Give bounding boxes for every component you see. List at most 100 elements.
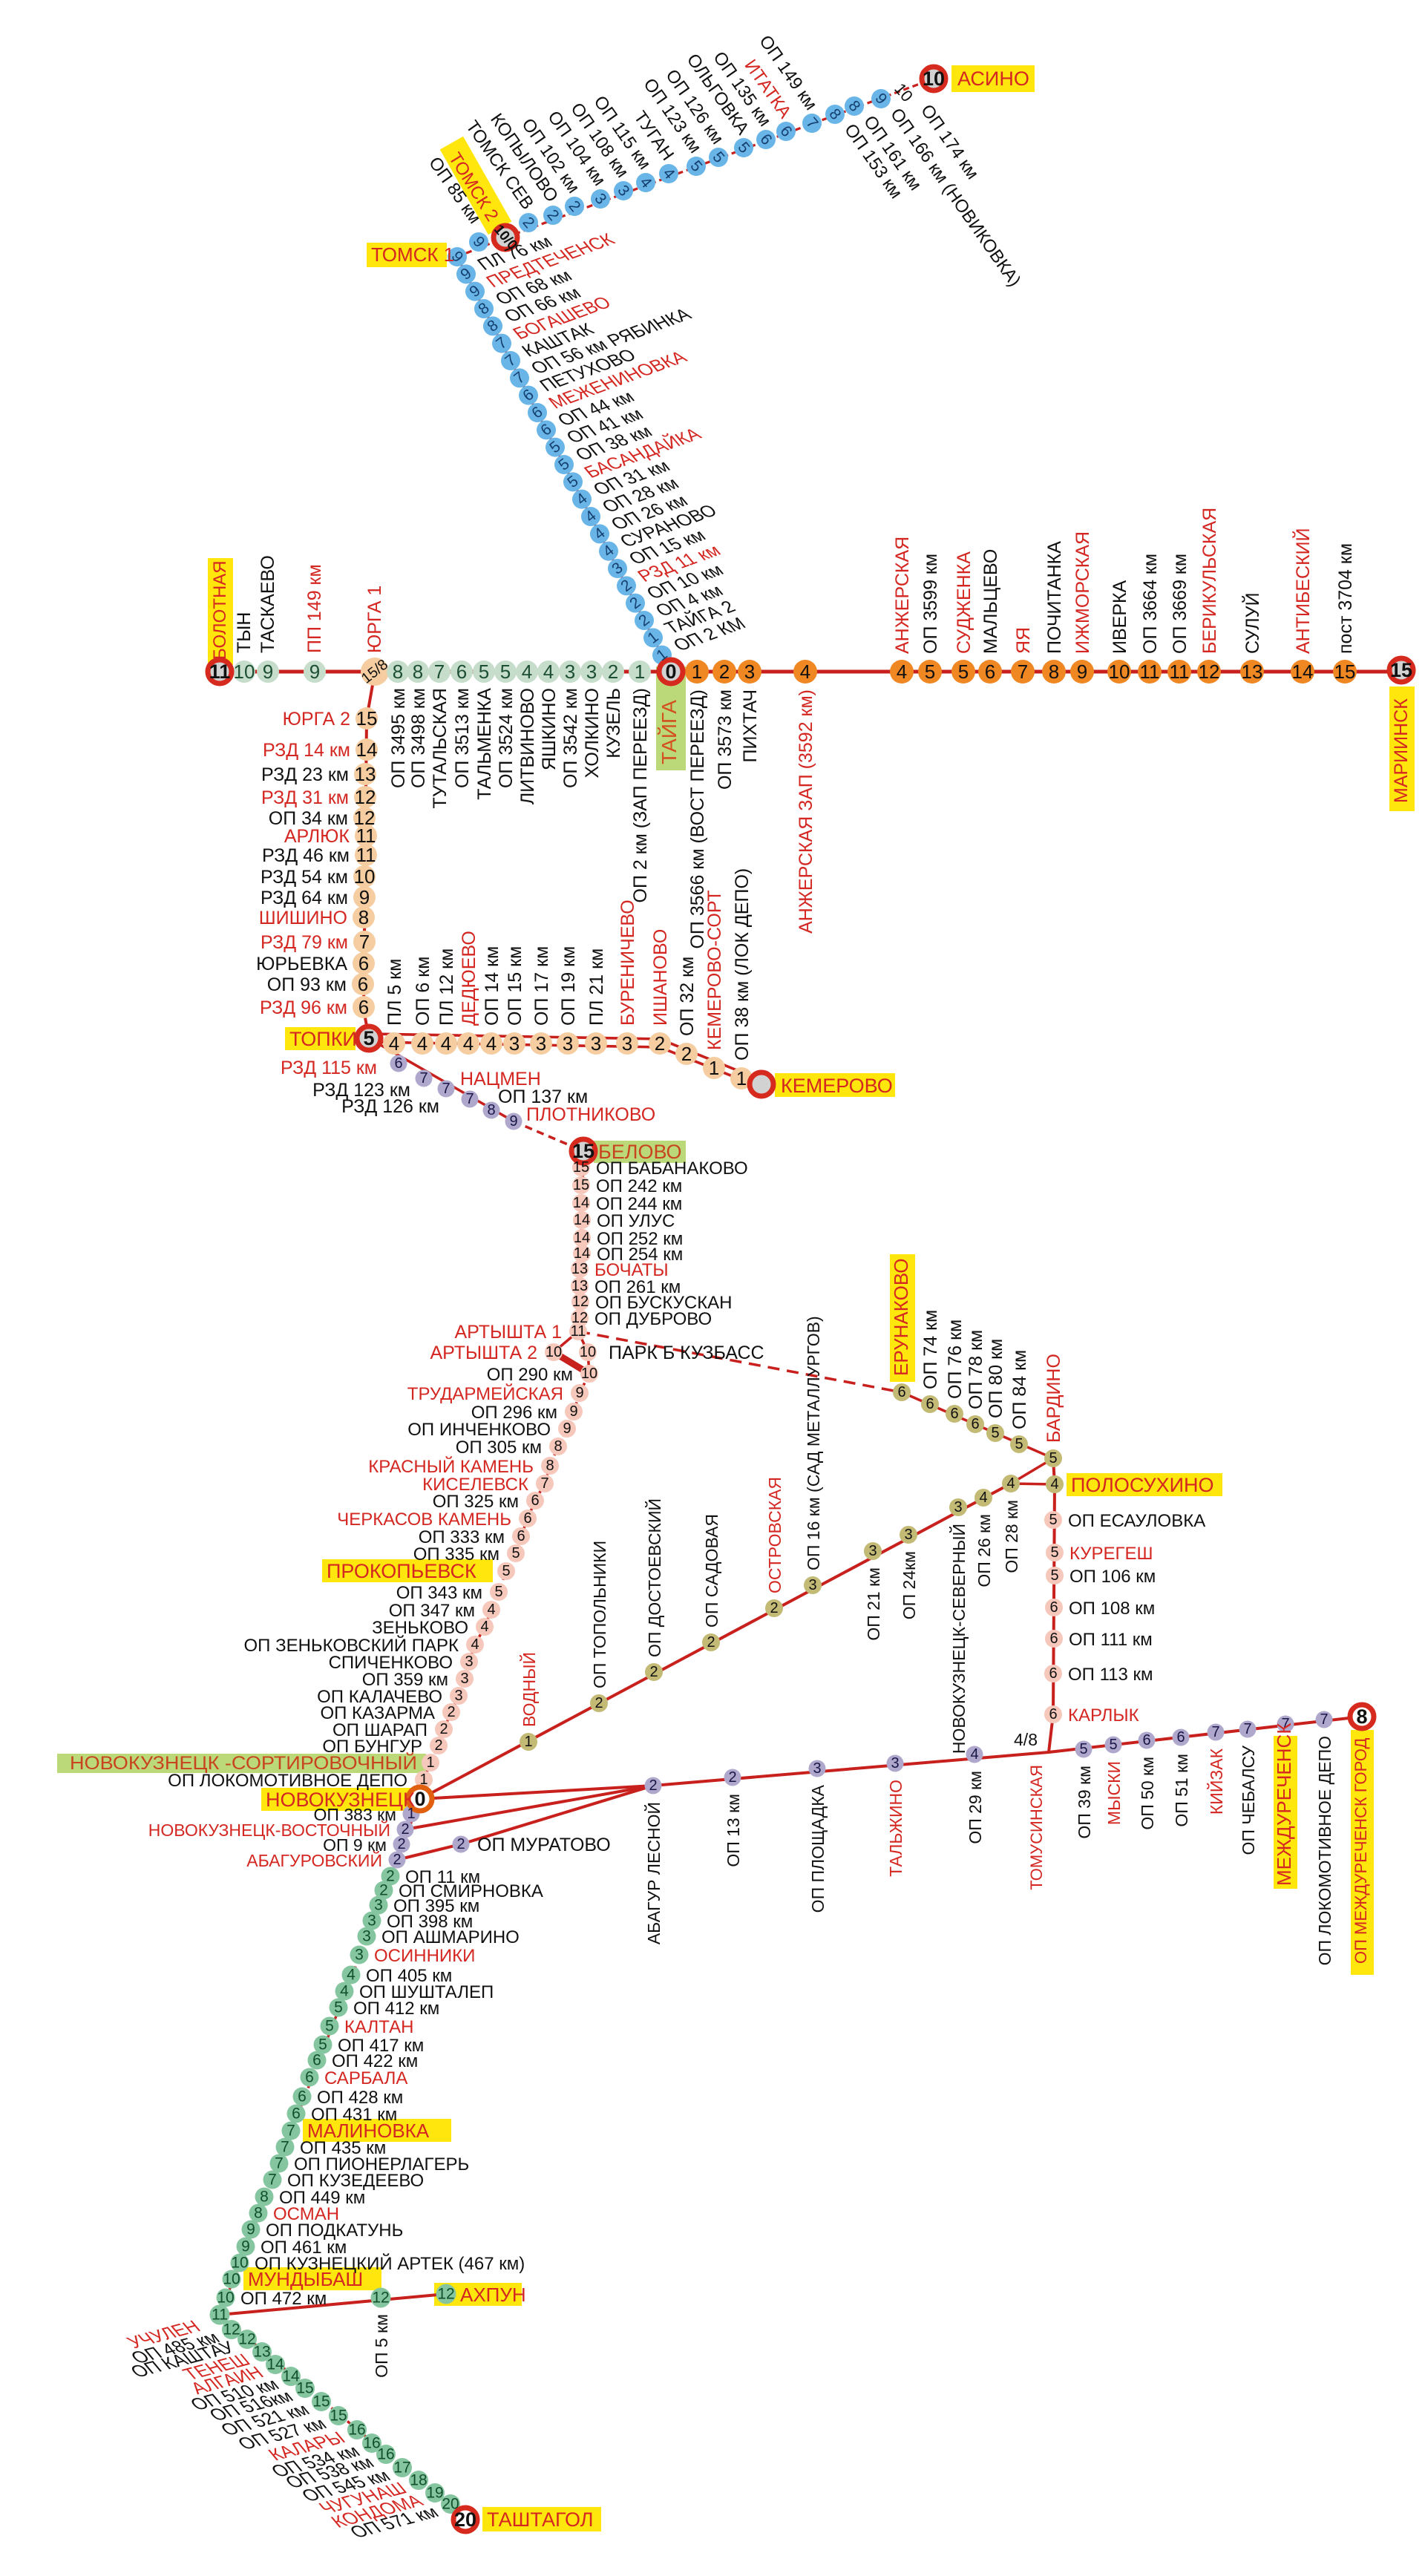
- svg-text:20: 20: [454, 2508, 476, 2531]
- svg-text:2: 2: [439, 1721, 448, 1737]
- svg-text:ОП 412 км: ОП 412 км: [353, 1999, 439, 2019]
- svg-text:5: 5: [502, 1563, 510, 1579]
- svg-text:12: 12: [572, 1294, 589, 1310]
- svg-text:7: 7: [281, 2139, 289, 2156]
- svg-text:3: 3: [536, 1032, 546, 1055]
- svg-text:11: 11: [212, 2307, 228, 2324]
- svg-text:2: 2: [379, 1882, 388, 1899]
- svg-text:ОП 405 км: ОП 405 км: [366, 1966, 452, 1986]
- svg-text:ХОЛКИНО: ХОЛКИНО: [582, 688, 603, 778]
- svg-text:ОП 137 км: ОП 137 км: [498, 1087, 588, 1107]
- svg-text:ОП 24км: ОП 24км: [900, 1551, 919, 1619]
- svg-text:ОП 347 км: ОП 347 км: [389, 1601, 475, 1621]
- svg-text:ОП КАЛАЧЕВО: ОП КАЛАЧЕВО: [317, 1687, 442, 1707]
- svg-text:ОП 80 км: ОП 80 км: [986, 1339, 1006, 1418]
- svg-text:ОП 449 км: ОП 449 км: [279, 2188, 365, 2208]
- svg-text:3: 3: [509, 1032, 520, 1055]
- svg-text:5: 5: [1015, 1436, 1023, 1452]
- svg-text:13: 13: [571, 1261, 588, 1277]
- svg-text:12: 12: [437, 2286, 454, 2303]
- svg-text:3: 3: [591, 1032, 601, 1055]
- svg-text:ПП 149 км: ПП 149 км: [304, 564, 325, 653]
- svg-text:7: 7: [1018, 661, 1028, 683]
- svg-text:СУЛУЙ: СУЛУЙ: [1241, 592, 1263, 654]
- svg-text:4: 4: [471, 1636, 479, 1653]
- svg-text:АБАГУР ЛЕСНОЙ: АБАГУР ЛЕСНОЙ: [643, 1802, 664, 1944]
- svg-text:ОП 290 км: ОП 290 км: [487, 1365, 573, 1385]
- svg-text:5: 5: [1079, 1741, 1087, 1757]
- svg-text:ОП 252 км: ОП 252 км: [597, 1229, 683, 1249]
- svg-text:ОП 50 км: ОП 50 км: [1138, 1757, 1157, 1830]
- svg-text:5: 5: [511, 1545, 520, 1561]
- svg-text:15: 15: [1390, 659, 1412, 681]
- svg-text:ОП 359 км: ОП 359 км: [362, 1670, 448, 1690]
- svg-text:ТЫН: ТЫН: [234, 612, 255, 653]
- svg-text:8: 8: [358, 906, 369, 928]
- svg-text:3: 3: [868, 1543, 877, 1559]
- svg-text:6: 6: [394, 1055, 402, 1072]
- svg-text:ОП 3566 км (ВОСТ ПЕРЕЕЗД): ОП 3566 км (ВОСТ ПЕРЕЕЗД): [687, 689, 708, 949]
- svg-text:пост 3704 км: пост 3704 км: [1335, 543, 1356, 654]
- svg-text:КАРЛЫК: КАРЛЫК: [1068, 1705, 1139, 1725]
- svg-text:ЮРГА 2: ЮРГА 2: [283, 709, 350, 730]
- svg-text:ОП 74 км: ОП 74 км: [920, 1310, 941, 1389]
- svg-text:ОП БУСКУСКАН: ОП БУСКУСКАН: [595, 1293, 733, 1313]
- svg-text:3: 3: [374, 1897, 383, 1914]
- svg-text:ОП 3599 км: ОП 3599 км: [920, 554, 941, 654]
- svg-text:ОП ЧЕБАЛСУ: ОП ЧЕБАЛСУ: [1239, 1746, 1258, 1855]
- svg-text:АНТИБЕСКИЙ: АНТИБЕСКИЙ: [1291, 528, 1314, 654]
- svg-text:15: 15: [312, 2393, 330, 2411]
- svg-text:РЗД 54 км: РЗД 54 км: [261, 867, 348, 888]
- svg-text:13: 13: [571, 1278, 588, 1294]
- svg-text:ОП 417 км: ОП 417 км: [338, 2036, 424, 2056]
- svg-text:ОП 435 км: ОП 435 км: [300, 2138, 386, 2158]
- svg-text:ТРУДАРМЕЙСКАЯ: ТРУДАРМЕЙСКАЯ: [407, 1383, 563, 1404]
- svg-text:ОП 16 км (САД МЕТАЛЛУРГОВ): ОП 16 км (САД МЕТАЛЛУРГОВ): [804, 1316, 823, 1570]
- svg-text:ОП ШУШТАЛЕП: ОП ШУШТАЛЕП: [359, 1982, 494, 2002]
- svg-text:ОП 3573 км: ОП 3573 км: [715, 689, 736, 790]
- svg-text:ЮРЬЕВКА: ЮРЬЕВКА: [256, 954, 347, 974]
- svg-text:5: 5: [494, 1584, 502, 1600]
- svg-text:10: 10: [546, 1344, 562, 1360]
- svg-text:4/8: 4/8: [1014, 1730, 1038, 1749]
- svg-text:1: 1: [426, 1754, 434, 1771]
- svg-text:9: 9: [563, 1420, 571, 1437]
- svg-text:2: 2: [719, 661, 730, 683]
- svg-text:ПЛ 12 км: ПЛ 12 км: [436, 948, 457, 1026]
- svg-text:4: 4: [979, 1489, 987, 1506]
- svg-text:НОВОКУЗНЕЦК-СЕВЕРНЫЙ: НОВОКУЗНЕЦК-СЕВЕРНЫЙ: [949, 1524, 969, 1754]
- svg-text:4: 4: [897, 661, 907, 683]
- svg-text:6: 6: [358, 996, 369, 1018]
- svg-text:8: 8: [546, 1458, 554, 1474]
- svg-text:6: 6: [1049, 1631, 1058, 1647]
- svg-text:ОП 15 км: ОП 15 км: [505, 946, 525, 1026]
- svg-text:15: 15: [1334, 661, 1356, 683]
- svg-text:ТОМУСИНСКАЯ: ТОМУСИНСКАЯ: [1027, 1765, 1046, 1890]
- svg-text:САРБАЛА: САРБАЛА: [324, 2068, 407, 2088]
- svg-text:АСИНО: АСИНО: [957, 68, 1029, 90]
- svg-text:ПОЧИТАНКА: ПОЧИТАНКА: [1044, 541, 1065, 654]
- svg-text:ОП 428 км: ОП 428 км: [317, 2088, 403, 2108]
- svg-text:15: 15: [296, 2380, 313, 2397]
- svg-text:КЕМЕРОВО: КЕМЕРОВО: [781, 1075, 893, 1097]
- svg-text:18: 18: [410, 2472, 427, 2489]
- svg-text:3: 3: [355, 1947, 364, 1964]
- svg-text:10: 10: [231, 2255, 248, 2272]
- svg-text:2: 2: [447, 1704, 455, 1720]
- svg-text:ОП 32 км: ОП 32 км: [677, 957, 698, 1036]
- svg-text:4: 4: [480, 1619, 488, 1635]
- svg-text:2: 2: [770, 1600, 778, 1616]
- svg-text:1: 1: [524, 1734, 532, 1750]
- svg-text:14: 14: [356, 738, 378, 761]
- svg-text:ОП 3513 км: ОП 3513 км: [452, 688, 473, 788]
- svg-text:ОП 9 км: ОП 9 км: [323, 1835, 387, 1855]
- svg-text:ОП 343 км: ОП 343 км: [396, 1583, 482, 1603]
- svg-text:6: 6: [358, 973, 368, 995]
- svg-text:5: 5: [1050, 1567, 1058, 1584]
- svg-text:СУДЖЕНКА: СУДЖЕНКА: [954, 551, 974, 654]
- svg-text:1: 1: [709, 1057, 719, 1079]
- svg-text:РЗД 115 км: РЗД 115 км: [281, 1058, 377, 1078]
- svg-text:10: 10: [217, 2290, 234, 2307]
- svg-text:ОП 472 км: ОП 472 км: [240, 2289, 327, 2309]
- svg-text:1: 1: [419, 1772, 428, 1788]
